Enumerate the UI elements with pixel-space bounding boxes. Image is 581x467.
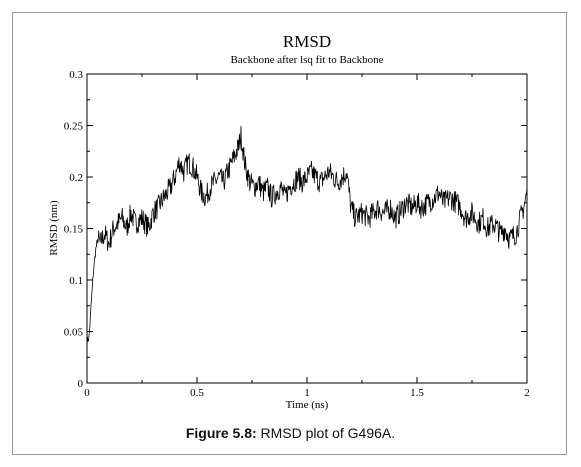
y-tick-label: 0.25 <box>64 121 84 133</box>
y-axis: 0 0.05 0.1 0.15 0.2 0.25 0.3 <box>64 69 527 390</box>
rmsd-chart: RMSD Backbone after lsq fit to Backbone … <box>48 32 530 411</box>
x-tick-label: 0 <box>84 387 90 399</box>
y-tick-label: 0.15 <box>64 224 84 236</box>
caption-text: RMSD plot of G496A. <box>256 425 396 441</box>
figure-caption: Figure 5.8: RMSD plot of G496A. <box>0 425 581 441</box>
y-tick-label: 0.3 <box>69 69 83 81</box>
chart-title: RMSD <box>283 32 331 51</box>
y-tick-label: 0.1 <box>69 275 83 287</box>
caption-label: Figure 5.8: <box>185 425 257 441</box>
y-tick-label: 0 <box>78 378 84 390</box>
chart-subtitle: Backbone after lsq fit to Backbone <box>230 54 383 66</box>
plot-area <box>86 73 528 384</box>
x-tick-label: 1.5 <box>410 387 424 399</box>
x-tick-label: 2 <box>524 387 530 399</box>
x-axis: 0 0.5 1 1.5 2 <box>84 74 530 399</box>
y-tick-label: 0.05 <box>64 327 84 339</box>
x-axis-label: Time (ns) <box>286 399 329 411</box>
y-axis-label: RMSD (nm) <box>48 200 60 256</box>
x-tick-label: 0.5 <box>190 387 204 399</box>
rmsd-series-line <box>86 125 528 346</box>
figure-frame <box>12 12 567 455</box>
y-tick-label: 0.2 <box>69 172 83 184</box>
x-tick-label: 1 <box>304 387 310 399</box>
